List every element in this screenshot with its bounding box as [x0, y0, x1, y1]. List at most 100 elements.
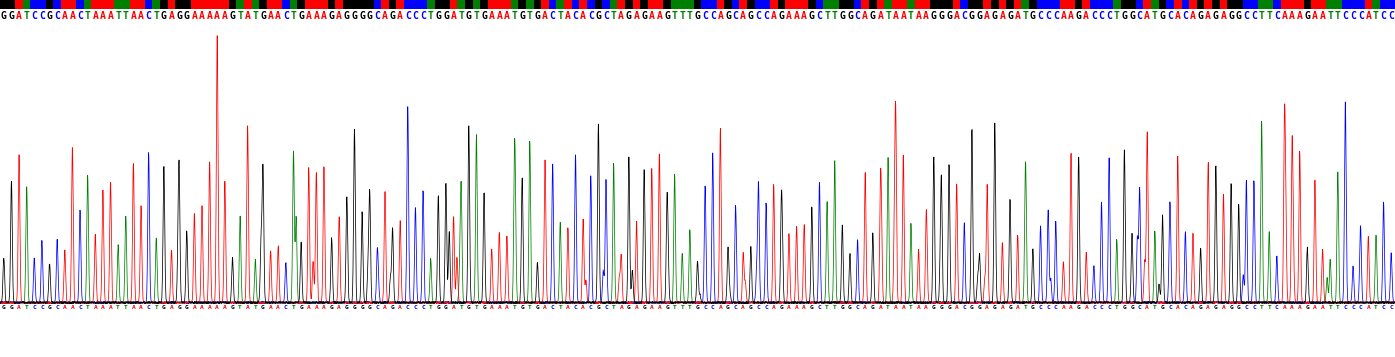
Text: A: A [215, 11, 220, 21]
Text: G: G [481, 11, 487, 21]
Text: G: G [359, 11, 365, 21]
Text: C: C [1342, 11, 1349, 21]
Text: C: C [816, 11, 823, 21]
Text: G: G [534, 11, 540, 21]
Text: T: T [153, 11, 159, 21]
Text: T: T [612, 305, 615, 310]
Text: C: C [961, 11, 967, 21]
Text: A: A [17, 305, 21, 310]
Text: G: G [1130, 305, 1134, 310]
Text: C: C [1343, 305, 1348, 310]
Text: G: G [970, 305, 974, 310]
Text: A: A [741, 305, 745, 310]
Text: A: A [862, 11, 868, 21]
Text: T: T [908, 11, 914, 21]
Text: G: G [778, 11, 784, 21]
Text: C: C [603, 11, 610, 21]
Text: A: A [801, 11, 808, 21]
Text: T: T [1152, 11, 1158, 21]
Text: A: A [276, 305, 280, 310]
Text: A: A [954, 11, 960, 21]
Text: C: C [1039, 305, 1042, 310]
Text: G: G [444, 11, 449, 21]
Text: C: C [1137, 11, 1143, 21]
Text: A: A [100, 305, 105, 310]
Text: T: T [1115, 305, 1119, 310]
Text: G: G [596, 11, 601, 21]
Text: T: T [886, 305, 890, 310]
Text: A: A [954, 305, 958, 310]
Text: T: T [833, 305, 837, 310]
Text: A: A [901, 305, 905, 310]
Text: G: G [437, 305, 441, 310]
Text: C: C [1038, 11, 1043, 21]
Text: T: T [611, 11, 617, 21]
Text: G: G [748, 11, 753, 21]
Text: C: C [1168, 305, 1172, 310]
Text: G: G [976, 11, 982, 21]
Text: A: A [314, 305, 318, 310]
Text: G: G [300, 305, 303, 310]
Text: A: A [321, 11, 326, 21]
Text: T: T [886, 11, 891, 21]
Text: G: G [391, 305, 395, 310]
Text: G: G [696, 305, 699, 310]
Text: C: C [1381, 305, 1385, 310]
Text: A: A [787, 305, 791, 310]
Text: C: C [551, 305, 555, 310]
Text: G: G [1237, 305, 1240, 310]
Text: A: A [92, 11, 98, 21]
Text: C: C [1350, 11, 1356, 21]
Text: T: T [428, 11, 434, 21]
Text: A: A [504, 11, 509, 21]
Text: C: C [1352, 305, 1355, 310]
Text: A: A [771, 305, 776, 310]
Text: G: G [847, 11, 852, 21]
Text: G: G [160, 11, 167, 21]
Text: G: G [1229, 305, 1233, 310]
Text: C: C [710, 11, 716, 21]
Text: G: G [642, 11, 647, 21]
Text: A: A [566, 305, 569, 310]
Text: G: G [1304, 11, 1310, 21]
Text: A: A [717, 11, 723, 21]
Text: A: A [100, 11, 106, 21]
Text: A: A [925, 305, 928, 310]
Text: A: A [246, 305, 250, 310]
Text: T: T [1267, 11, 1272, 21]
Text: G: G [368, 305, 371, 310]
Text: G: G [946, 11, 951, 21]
Text: C: C [855, 305, 859, 310]
Text: A: A [879, 305, 882, 310]
Text: G: G [947, 305, 951, 310]
Text: A: A [1282, 305, 1286, 310]
Text: A: A [306, 11, 311, 21]
Text: T: T [1024, 305, 1027, 310]
Text: T: T [252, 11, 258, 21]
Text: A: A [543, 11, 548, 21]
Text: A: A [1176, 305, 1180, 310]
Text: A: A [215, 305, 219, 310]
Text: T: T [679, 11, 685, 21]
Text: A: A [131, 305, 135, 310]
Text: A: A [1144, 11, 1151, 21]
Text: A: A [269, 305, 272, 310]
Text: C: C [375, 305, 379, 310]
Text: G: G [939, 11, 944, 21]
Text: A: A [490, 305, 494, 310]
Text: G: G [345, 305, 349, 310]
Text: C: C [77, 11, 82, 21]
Text: G: G [299, 11, 304, 21]
Text: G: G [1228, 11, 1235, 21]
Text: A: A [649, 11, 654, 21]
Text: G: G [1306, 305, 1310, 310]
Text: A: A [338, 305, 342, 310]
Text: A: A [191, 11, 197, 21]
Text: T: T [237, 11, 243, 21]
Text: C: C [1045, 11, 1050, 21]
Text: C: C [550, 11, 555, 21]
Text: G: G [992, 11, 997, 21]
Text: A: A [61, 11, 68, 21]
Text: C: C [1183, 11, 1189, 21]
Text: T: T [1258, 11, 1264, 21]
